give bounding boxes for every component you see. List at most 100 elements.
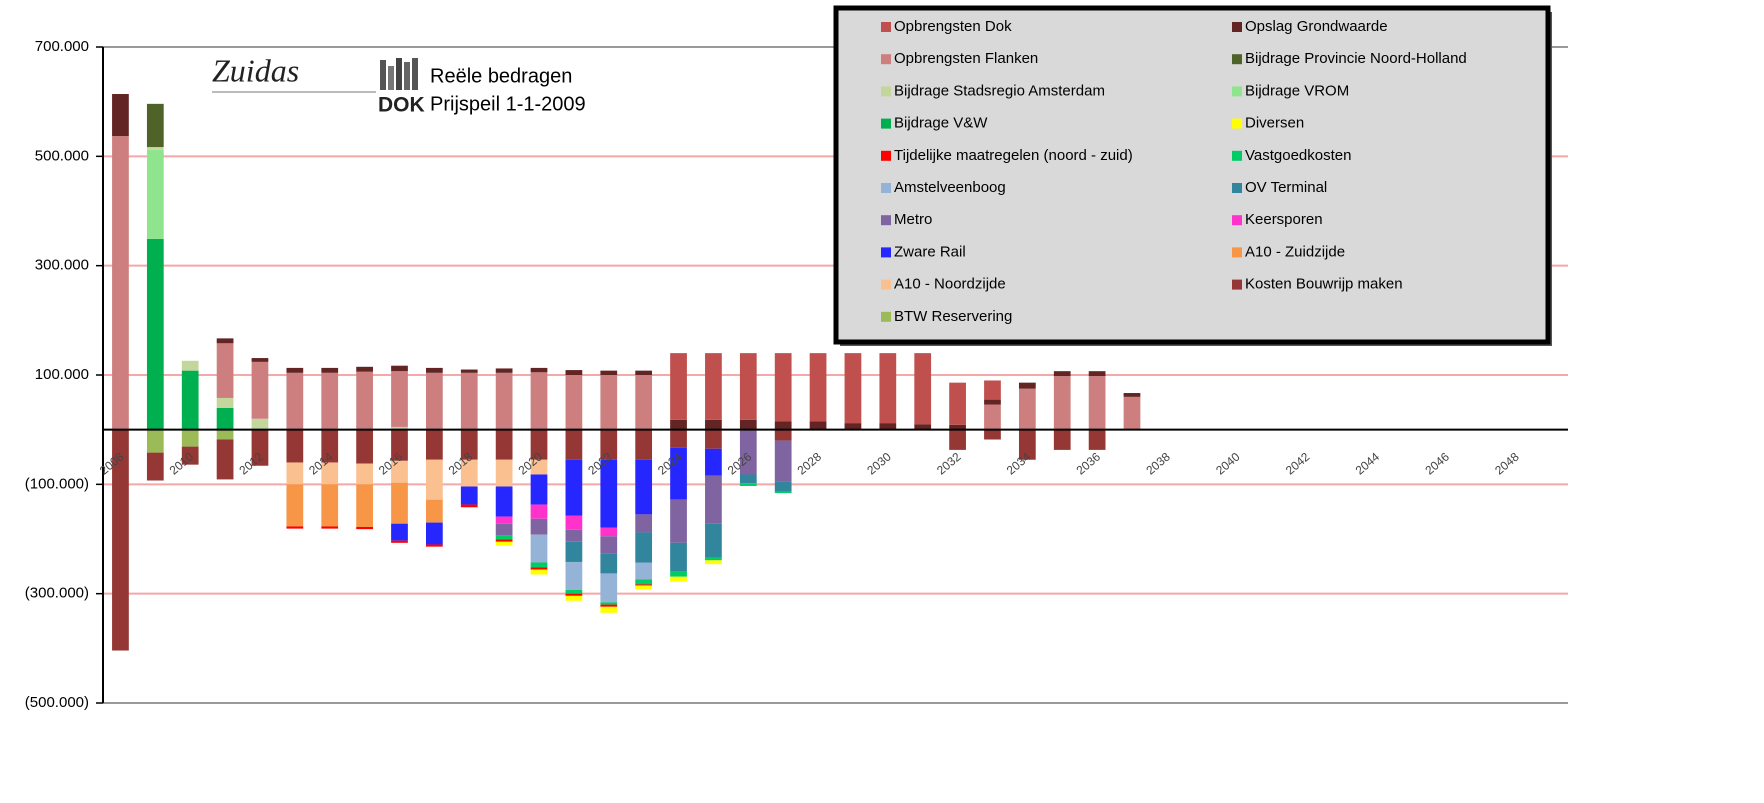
bar-segment <box>495 535 513 540</box>
legend-swatch <box>881 215 891 226</box>
bar-segment <box>844 353 862 424</box>
bar-segment <box>600 604 618 607</box>
bar-segment <box>530 562 548 568</box>
bar-segment <box>181 429 199 447</box>
bar-segment <box>565 429 583 460</box>
bar-segment <box>321 429 339 463</box>
bar-segment <box>774 481 792 492</box>
bar-segment <box>565 375 583 430</box>
bar-segment <box>600 606 618 613</box>
bar-segment <box>565 595 583 601</box>
bar-segment <box>286 367 304 373</box>
bar-segment <box>460 486 478 505</box>
legend-label: Tijdelijke maatregelen (noord - zuid) <box>894 147 1133 164</box>
legend-label: Opbrengsten Dok <box>894 18 1012 35</box>
x-tick-label: 2042 <box>1283 449 1313 477</box>
bar-segment <box>530 459 548 475</box>
bar-segment <box>530 367 548 373</box>
bar-segment <box>774 421 792 430</box>
bar-segment <box>391 365 408 372</box>
logo-block <box>388 66 394 90</box>
bar-segment <box>146 149 164 239</box>
bar-segment <box>321 372 339 430</box>
legend-swatch <box>1232 183 1242 193</box>
bar-segment <box>181 446 199 465</box>
bar-segment <box>425 429 443 460</box>
bar-segment <box>495 516 513 524</box>
bar-segment <box>146 103 164 148</box>
bar-segment <box>112 94 129 137</box>
bar-segment <box>495 539 513 542</box>
y-tick-label: 700.000 <box>35 38 89 55</box>
bar-segment <box>670 571 687 577</box>
bar-segment <box>495 429 513 460</box>
bar-segment <box>635 429 653 460</box>
legend-label: Bijdrage VROM <box>1245 82 1349 99</box>
bar-segment <box>286 462 304 485</box>
bar-segment <box>321 462 339 485</box>
bar-segment <box>600 459 618 528</box>
legend-label: Opbrengsten Flanken <box>894 50 1038 67</box>
bar-segment <box>565 529 583 542</box>
logo-mark: DOK <box>378 94 425 117</box>
bar-segment <box>286 526 304 529</box>
legend: Opbrengsten Dok Opslag Grondwaarde Opbreng… <box>833 5 1552 346</box>
bar-segment <box>356 526 373 530</box>
bar-segment <box>565 515 583 530</box>
bar-segment <box>356 371 373 430</box>
bar-segment <box>774 429 792 441</box>
bar-segment <box>530 372 548 430</box>
bar-segment <box>181 370 199 430</box>
bar-segment <box>286 372 304 430</box>
bar-segment <box>739 419 757 430</box>
bar-segment <box>705 419 722 430</box>
bar-segment <box>809 353 827 422</box>
legend-label: Keersporen <box>1245 211 1323 228</box>
bar-segment <box>635 585 653 590</box>
bar-segment <box>112 136 129 430</box>
bar-segment <box>425 522 443 545</box>
legend-swatch <box>881 54 891 65</box>
bar-segment <box>1053 376 1071 430</box>
legend-swatch <box>881 118 891 129</box>
x-tick-label: 2048 <box>1492 449 1522 477</box>
bar-segment <box>914 353 932 425</box>
bar-segment <box>670 542 687 572</box>
bar-segment <box>1053 371 1071 377</box>
x-tick-label: 2032 <box>934 449 964 477</box>
bar-segment <box>1018 388 1036 430</box>
bar-segment <box>391 482 408 524</box>
bar-segment <box>705 475 722 524</box>
bar-segment <box>356 484 373 527</box>
bar-segment <box>1088 376 1106 430</box>
bar-segment <box>1088 429 1106 450</box>
legend-swatch <box>1232 215 1242 226</box>
bar-segment <box>705 557 722 561</box>
y-tick-label: 500.000 <box>35 147 89 164</box>
legend-swatch <box>1232 22 1242 32</box>
legend-swatch <box>881 311 891 322</box>
bar-segment <box>391 523 408 541</box>
bar-segment <box>216 343 234 398</box>
bar-segment <box>460 372 478 430</box>
bar-segment <box>949 424 966 430</box>
annotation: Prijspeil 1-1-2009 <box>430 93 586 115</box>
bar-segment <box>530 569 548 575</box>
legend-label: Amstelveenboog <box>894 179 1006 196</box>
bar-segment <box>739 353 757 420</box>
bar-segment <box>495 368 513 373</box>
bar-segment <box>879 353 897 424</box>
bar-segment <box>391 540 408 543</box>
legend-swatch <box>881 150 891 161</box>
legend-label: Opslag Grondwaarde <box>1245 18 1388 35</box>
bar-segment <box>1123 393 1141 397</box>
bar-segment <box>739 429 757 475</box>
x-tick-label: 2030 <box>864 449 894 477</box>
bar-segment <box>391 426 408 430</box>
bar-segment <box>774 440 792 482</box>
bar-segment <box>530 504 548 519</box>
bar-segment <box>460 429 478 460</box>
bar-segment <box>809 421 827 430</box>
bar-segment <box>670 353 687 420</box>
